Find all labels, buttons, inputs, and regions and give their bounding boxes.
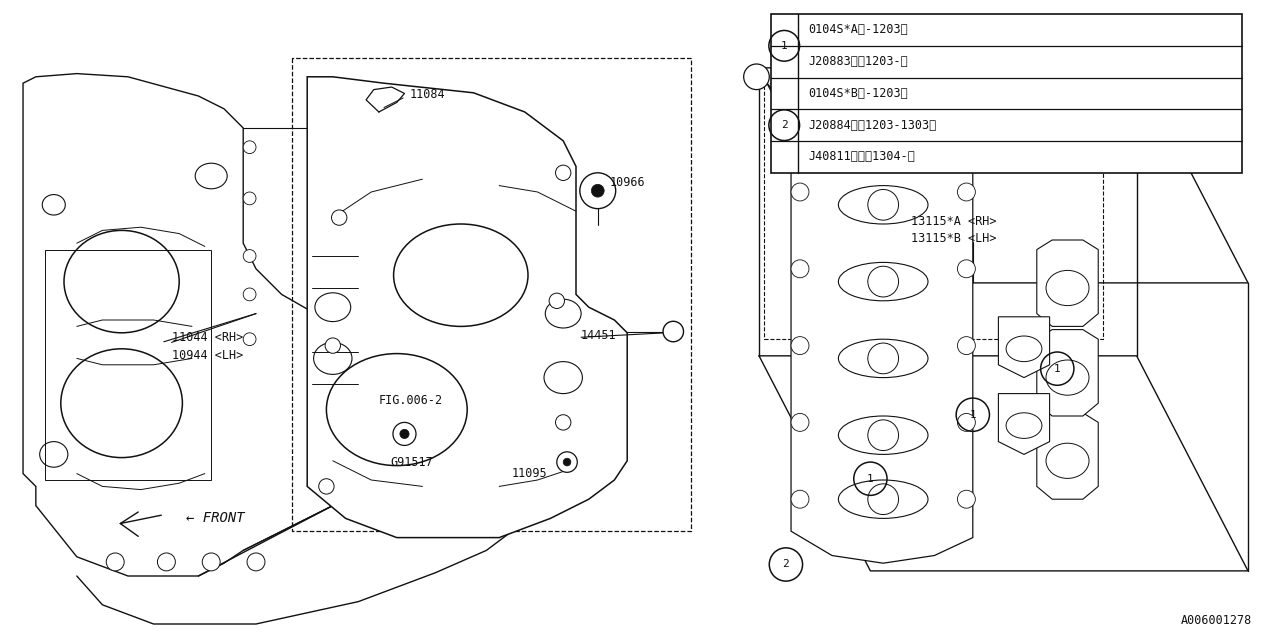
Circle shape xyxy=(399,429,410,438)
Circle shape xyxy=(868,343,899,374)
Circle shape xyxy=(864,45,877,58)
Circle shape xyxy=(106,553,124,571)
Circle shape xyxy=(243,250,256,262)
Circle shape xyxy=(957,119,975,137)
Circle shape xyxy=(663,321,684,342)
Circle shape xyxy=(957,183,975,201)
Circle shape xyxy=(580,173,616,209)
Text: 0104S*B（-1203）: 0104S*B（-1203） xyxy=(808,87,908,100)
Polygon shape xyxy=(1037,330,1098,416)
Circle shape xyxy=(243,333,256,346)
Circle shape xyxy=(868,266,899,297)
Circle shape xyxy=(243,141,256,154)
Circle shape xyxy=(243,288,256,301)
Polygon shape xyxy=(1037,413,1098,499)
Text: 1: 1 xyxy=(867,474,874,484)
Circle shape xyxy=(791,260,809,278)
Text: 2: 2 xyxy=(782,559,790,570)
Circle shape xyxy=(791,119,809,137)
Circle shape xyxy=(319,479,334,494)
Circle shape xyxy=(393,422,416,445)
Polygon shape xyxy=(1037,240,1098,326)
Circle shape xyxy=(325,338,340,353)
Circle shape xyxy=(247,553,265,571)
Circle shape xyxy=(854,35,887,68)
Text: G91517: G91517 xyxy=(390,456,433,468)
Circle shape xyxy=(243,192,256,205)
Text: J20883　（1203-）: J20883 （1203-） xyxy=(808,55,908,68)
Text: ← FRONT: ← FRONT xyxy=(186,511,244,525)
Circle shape xyxy=(157,553,175,571)
Bar xyxy=(771,14,1242,173)
Circle shape xyxy=(591,184,604,197)
Text: 1: 1 xyxy=(781,41,787,51)
Circle shape xyxy=(556,415,571,430)
Circle shape xyxy=(791,337,809,355)
Circle shape xyxy=(563,458,571,466)
Text: 13115*A <RH>: 13115*A <RH> xyxy=(911,215,997,228)
Text: 11084: 11084 xyxy=(410,88,445,101)
Circle shape xyxy=(957,260,975,278)
Circle shape xyxy=(868,484,899,515)
Circle shape xyxy=(868,119,899,150)
Circle shape xyxy=(791,490,809,508)
Circle shape xyxy=(202,553,220,571)
Text: A006001278: A006001278 xyxy=(1180,614,1252,627)
Text: 0104S*A（-1203）: 0104S*A（-1203） xyxy=(808,24,908,36)
Circle shape xyxy=(868,189,899,220)
Bar xyxy=(45,250,211,480)
Text: 13115*B <LH>: 13115*B <LH> xyxy=(911,232,997,244)
Circle shape xyxy=(744,64,769,90)
Circle shape xyxy=(957,337,975,355)
Polygon shape xyxy=(791,100,973,563)
Text: 1: 1 xyxy=(1053,364,1061,374)
Circle shape xyxy=(791,183,809,201)
Circle shape xyxy=(549,293,564,308)
Text: 2: 2 xyxy=(781,120,787,130)
Polygon shape xyxy=(23,74,346,576)
Bar xyxy=(764,83,1103,339)
Circle shape xyxy=(557,452,577,472)
Text: FIG.006-2: FIG.006-2 xyxy=(379,394,443,407)
Text: 11044 <RH>: 11044 <RH> xyxy=(172,332,243,344)
Text: 10966: 10966 xyxy=(609,176,645,189)
Text: 14451: 14451 xyxy=(581,329,617,342)
Polygon shape xyxy=(998,317,1050,378)
Circle shape xyxy=(957,413,975,431)
Circle shape xyxy=(957,490,975,508)
Circle shape xyxy=(868,420,899,451)
Circle shape xyxy=(332,210,347,225)
Text: J40811　　（1304-）: J40811 （1304-） xyxy=(808,150,915,163)
Text: 1: 1 xyxy=(969,410,977,420)
Polygon shape xyxy=(307,77,627,538)
Text: 11095: 11095 xyxy=(512,467,548,480)
Text: 10944 <LH>: 10944 <LH> xyxy=(172,349,243,362)
Text: J20884　（1203-1303）: J20884 （1203-1303） xyxy=(808,118,937,132)
Circle shape xyxy=(791,413,809,431)
Polygon shape xyxy=(998,394,1050,454)
Circle shape xyxy=(556,165,571,180)
